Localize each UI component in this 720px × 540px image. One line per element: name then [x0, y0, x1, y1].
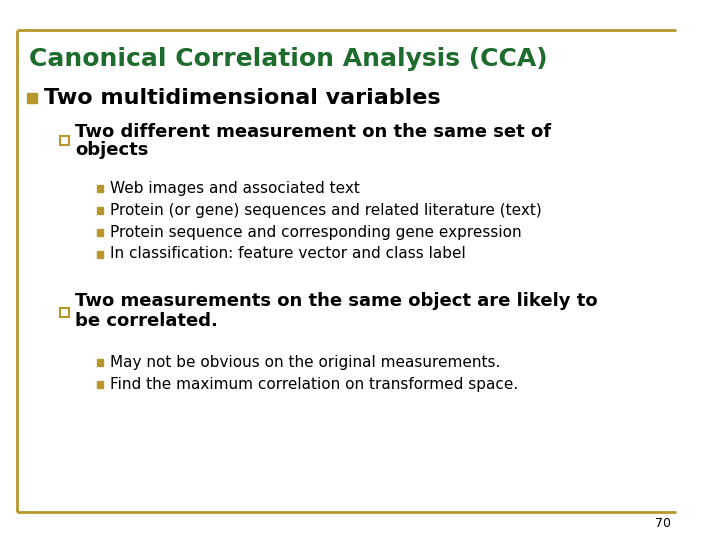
Text: Two different measurement on the same set of: Two different measurement on the same se…: [76, 123, 552, 141]
Bar: [96, 185, 103, 192]
Text: Two multidimensional variables: Two multidimensional variables: [45, 88, 441, 108]
Text: Protein sequence and corresponding gene expression: Protein sequence and corresponding gene …: [110, 225, 522, 240]
Text: Two measurements on the same object are likely to: Two measurements on the same object are …: [76, 292, 598, 310]
Bar: [96, 206, 103, 213]
Text: Web images and associated text: Web images and associated text: [110, 180, 360, 195]
Bar: [96, 251, 103, 258]
Text: be correlated.: be correlated.: [76, 312, 218, 330]
Text: Find the maximum correlation on transformed space.: Find the maximum correlation on transfor…: [110, 376, 518, 392]
Text: 70: 70: [654, 517, 671, 530]
Text: May not be obvious on the original measurements.: May not be obvious on the original measu…: [110, 354, 500, 369]
Bar: [96, 228, 103, 235]
Text: Protein (or gene) sequences and related literature (text): Protein (or gene) sequences and related …: [110, 202, 541, 218]
Bar: [96, 359, 103, 366]
Text: Canonical Correlation Analysis (CCA): Canonical Correlation Analysis (CCA): [29, 47, 548, 71]
Text: objects: objects: [76, 141, 148, 159]
Bar: [27, 93, 37, 103]
Bar: [96, 381, 103, 388]
Text: In classification: feature vector and class label: In classification: feature vector and cl…: [110, 246, 466, 261]
